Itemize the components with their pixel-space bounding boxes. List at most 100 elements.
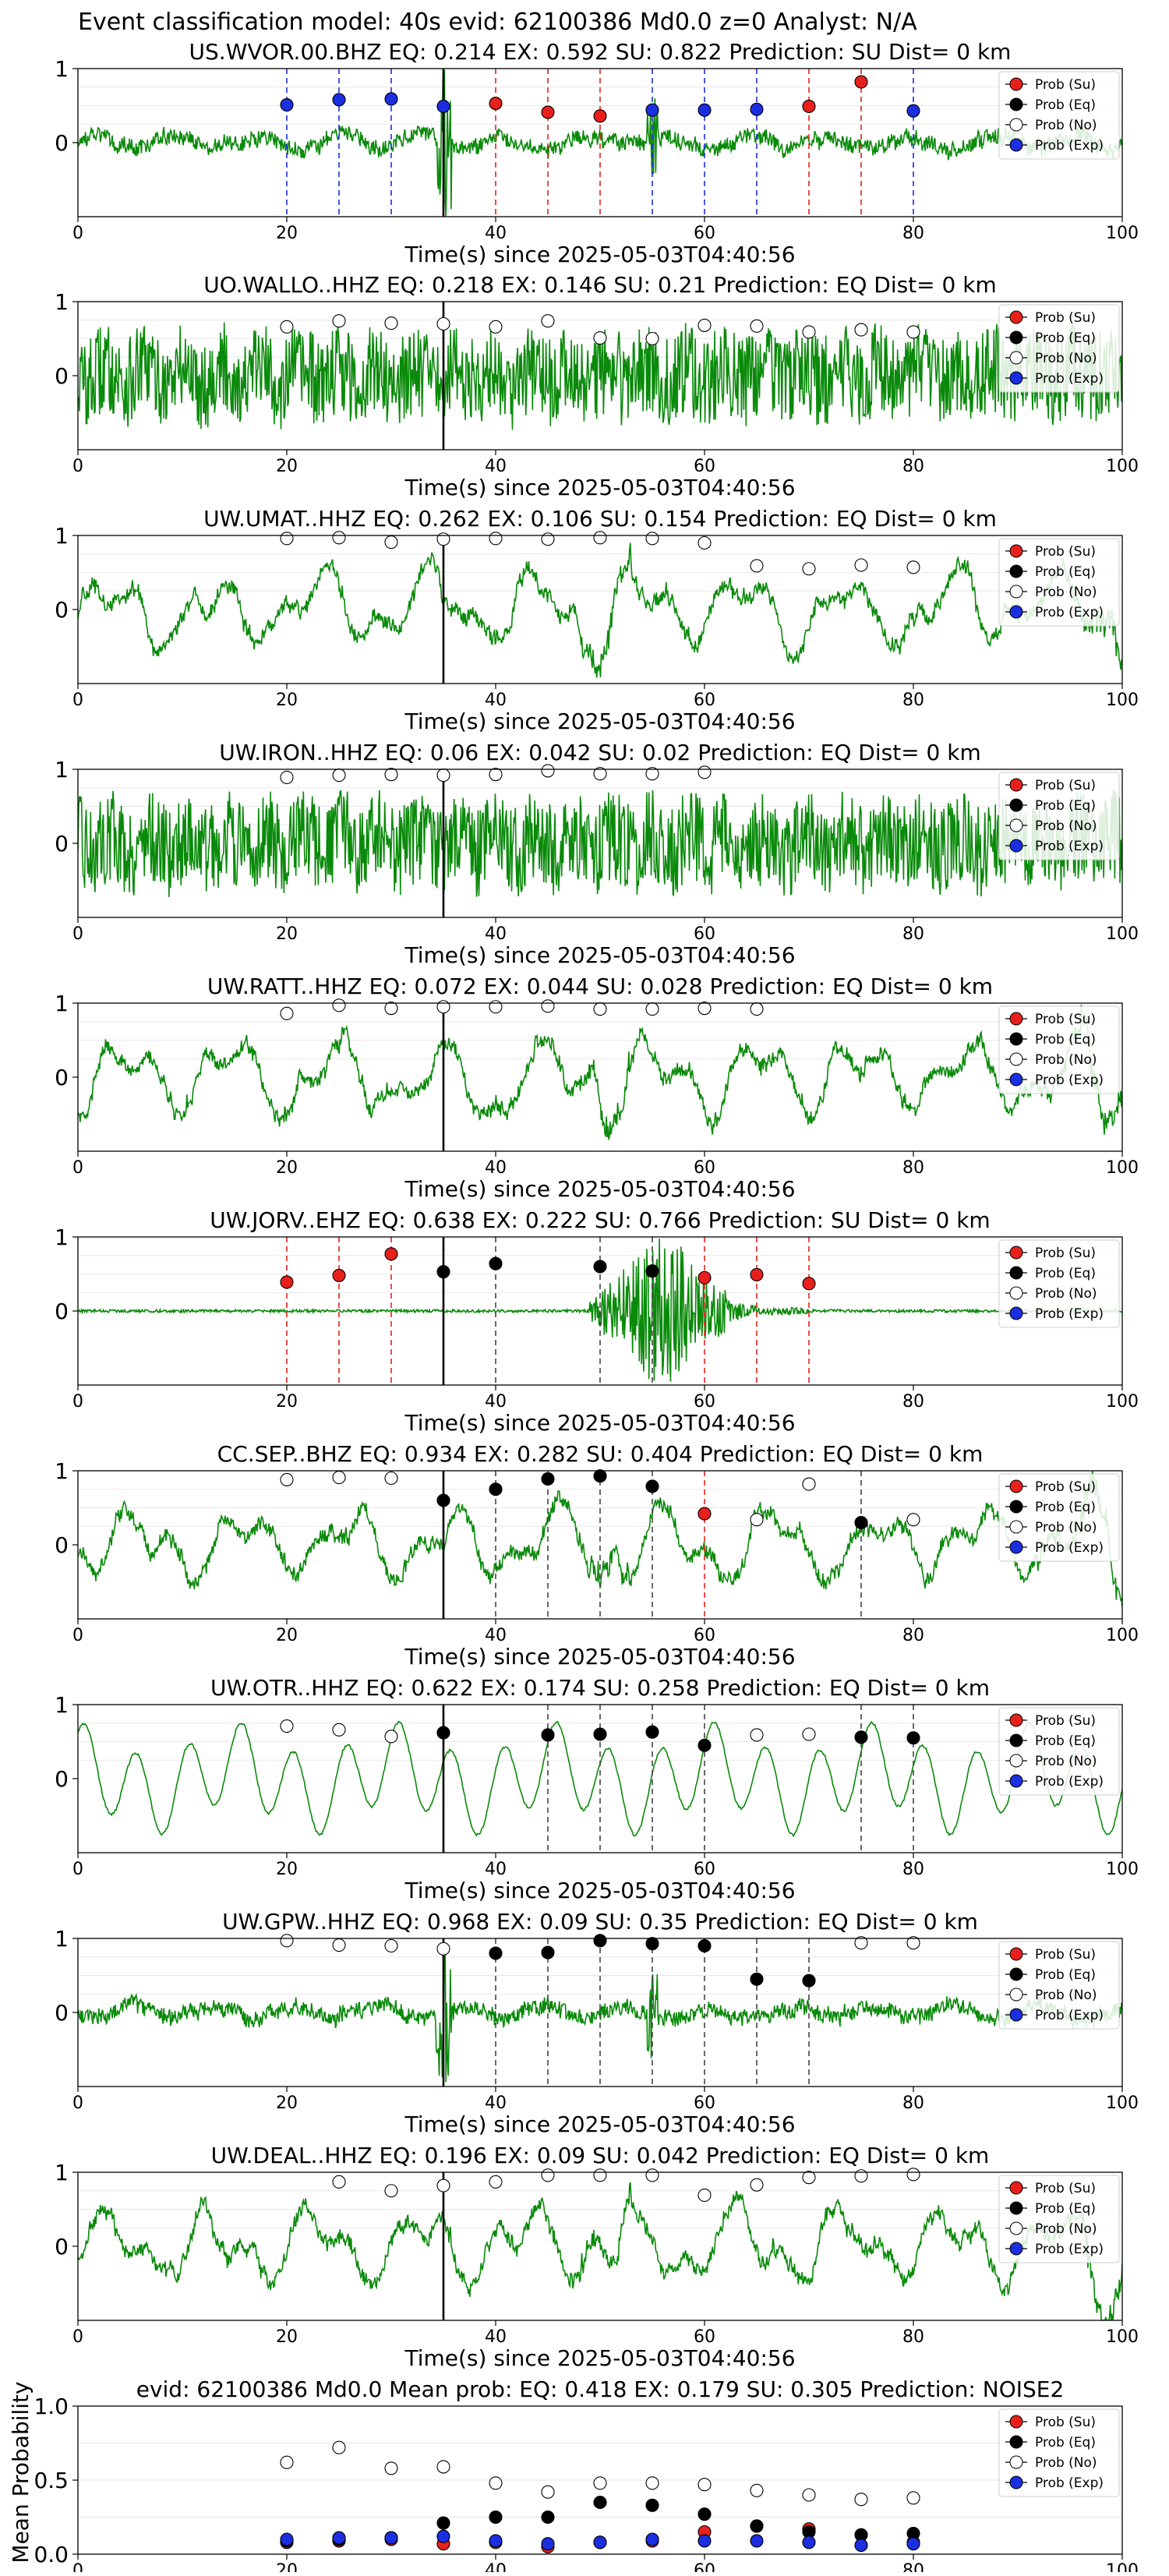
panel-title: UW.OTR..HHZ EQ: 0.622 EX: 0.174 SU: 0.25… [210, 1675, 990, 1701]
mean-point-exp [384, 2531, 398, 2545]
prob-marker-no [489, 2175, 503, 2189]
x-tick-label: 100 [1106, 924, 1139, 944]
x-tick-label: 0 [72, 924, 83, 944]
x-tick-label: 100 [1106, 1158, 1139, 1178]
prob-marker-exp [698, 103, 712, 117]
x-tick-label: 100 [1106, 1626, 1139, 1645]
prob-marker-no [541, 2168, 555, 2182]
legend-marker-su [1009, 77, 1023, 91]
x-tick-label: 100 [1106, 2094, 1139, 2113]
prob-marker-no [332, 2175, 346, 2189]
prob-marker-exp [384, 92, 398, 106]
legend-box [998, 1473, 1120, 1562]
legend-marker-no [1009, 585, 1023, 599]
prob-marker-su [854, 75, 868, 89]
y-tick-label: 0 [55, 1532, 69, 1558]
legend-label-su: Prob (Su) [1035, 1012, 1096, 1027]
prob-marker-no [280, 770, 294, 785]
legend-marker-exp [1009, 2242, 1023, 2256]
legend-marker-su [1009, 1947, 1023, 1961]
prob-marker-eq [489, 1482, 503, 1496]
prob-marker-no [280, 1006, 294, 1020]
x-tick-label: 60 [694, 924, 715, 944]
station-panel: UW.OTR..HHZ EQ: 0.622 EX: 0.174 SU: 0.25… [55, 1675, 1139, 1903]
prob-marker-eq [698, 1738, 712, 1752]
legend-label-no: Prob (No) [1035, 351, 1097, 366]
legend-marker-no [1009, 1286, 1023, 1300]
y-tick-label: 1 [55, 523, 69, 549]
prob-marker-no [489, 768, 503, 782]
mean-point-no [750, 2483, 764, 2497]
legend-marker-no [1009, 1988, 1023, 2002]
prob-marker-no [384, 2184, 398, 2198]
prob-marker-exp [906, 104, 920, 118]
prob-marker-no [645, 2168, 659, 2182]
mean-point-no [854, 2493, 868, 2507]
prob-marker-no [593, 330, 607, 345]
legend-marker-no [1009, 351, 1023, 365]
y-tick-label: 1 [55, 2160, 69, 2186]
panel-title: UW.IRON..HHZ EQ: 0.06 EX: 0.042 SU: 0.02… [219, 740, 981, 765]
x-tick-label: 40 [485, 224, 507, 243]
prob-marker-no [436, 532, 450, 546]
prob-marker-no [384, 1730, 398, 1744]
legend-marker-su [1009, 1713, 1023, 1727]
prob-marker-eq [593, 1260, 607, 1274]
x-tick-label: 20 [276, 924, 298, 944]
mean-point-exp [541, 2537, 555, 2551]
prob-marker-su [802, 99, 816, 113]
x-tick-label: 0 [72, 224, 83, 243]
prob-marker-no [332, 1723, 346, 1737]
mean-point-no [906, 2491, 920, 2505]
y-tick-label: 0 [55, 831, 69, 857]
x-axis-label: Time(s) since 2025-05-03T04:40:56 [404, 1644, 795, 1670]
legend-label-no: Prob (No) [1035, 1520, 1097, 1535]
prob-marker-eq [489, 1946, 503, 1960]
x-tick-label: 40 [485, 924, 507, 944]
panel-title: UW.RATT..HHZ EQ: 0.072 EX: 0.044 SU: 0.0… [207, 974, 993, 999]
prob-marker-no [332, 531, 346, 545]
x-tick-label: 60 [694, 457, 715, 476]
x-tick-label: 0 [72, 691, 83, 710]
prob-marker-no [906, 2168, 920, 2182]
prob-marker-su [802, 1277, 816, 1291]
prob-marker-no [332, 1471, 346, 1485]
mean-point-exp [750, 2534, 764, 2548]
mean-probability-panel: evid: 62100386 Md0.0 Mean prob: EQ: 0.41… [8, 2376, 1139, 2576]
legend-box [998, 1005, 1120, 1094]
y-tick-label: 0 [55, 130, 69, 156]
legend-marker-exp [1009, 138, 1023, 152]
x-axis-label: Time(s) since 2025-05-03T04:40:56 [404, 242, 795, 267]
x-axis-label: Time(s) since 2025-05-03T04:40:56 [404, 708, 795, 734]
legend-marker-eq [1009, 2435, 1023, 2449]
legend-marker-eq [1009, 2201, 1023, 2215]
x-tick-label: 60 [694, 2561, 715, 2572]
legend-label-exp: Prob (Exp) [1035, 1072, 1104, 1088]
y-tick-label: 1 [55, 1926, 69, 1952]
x-tick-label: 100 [1106, 2327, 1139, 2347]
x-tick-label: 20 [276, 1392, 298, 1412]
x-tick-label: 40 [485, 2561, 507, 2572]
legend-label-su: Prob (Su) [1035, 544, 1096, 560]
x-tick-label: 0 [72, 1392, 83, 1412]
mean-point-exp [436, 2529, 450, 2543]
y-tick-label: 0 [55, 597, 69, 623]
legend-label-eq: Prob (Eq) [1035, 564, 1096, 580]
prob-marker-no [854, 1936, 868, 1950]
mean-point-no [280, 2455, 294, 2469]
prob-marker-eq [541, 1728, 555, 1742]
prob-marker-su [541, 105, 555, 119]
legend-label-no: Prob (No) [1035, 1052, 1097, 1068]
legend-label-exp: Prob (Exp) [1035, 1306, 1104, 1322]
prob-marker-no [384, 768, 398, 782]
legend-label-eq: Prob (Eq) [1035, 1500, 1096, 1515]
x-tick-label: 40 [485, 457, 507, 476]
legend-label-exp: Prob (Exp) [1035, 1774, 1104, 1790]
y-tick-label: 1 [55, 991, 69, 1016]
legend-label-su: Prob (Su) [1035, 1713, 1096, 1729]
legend-label-eq: Prob (Eq) [1035, 2435, 1096, 2451]
legend-box [998, 1941, 1120, 2030]
y-tick-label: 1 [55, 1692, 69, 1718]
x-tick-label: 60 [694, 1158, 715, 1178]
prob-marker-no [698, 2188, 712, 2202]
